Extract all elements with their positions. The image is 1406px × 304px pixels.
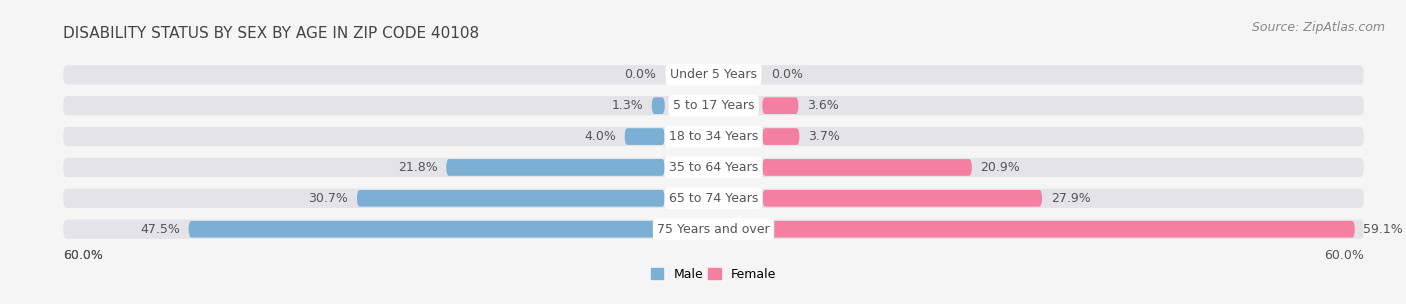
Text: 3.6%: 3.6% <box>807 99 839 112</box>
FancyBboxPatch shape <box>624 128 665 145</box>
FancyBboxPatch shape <box>63 65 1364 85</box>
Legend: Male, Female: Male, Female <box>645 263 782 286</box>
Text: 20.9%: 20.9% <box>980 161 1021 174</box>
Text: 4.0%: 4.0% <box>583 130 616 143</box>
FancyBboxPatch shape <box>188 221 665 237</box>
Text: 27.9%: 27.9% <box>1050 192 1091 205</box>
Text: DISABILITY STATUS BY SEX BY AGE IN ZIP CODE 40108: DISABILITY STATUS BY SEX BY AGE IN ZIP C… <box>63 26 479 41</box>
FancyBboxPatch shape <box>652 97 665 114</box>
Text: 1.3%: 1.3% <box>612 99 643 112</box>
FancyBboxPatch shape <box>762 97 799 114</box>
Text: 30.7%: 30.7% <box>308 192 349 205</box>
FancyBboxPatch shape <box>63 96 1364 115</box>
FancyBboxPatch shape <box>762 159 972 176</box>
Text: Source: ZipAtlas.com: Source: ZipAtlas.com <box>1251 21 1385 34</box>
FancyBboxPatch shape <box>762 190 1042 207</box>
Text: Under 5 Years: Under 5 Years <box>671 68 756 81</box>
Text: 0.0%: 0.0% <box>624 68 657 81</box>
Text: 18 to 34 Years: 18 to 34 Years <box>669 130 758 143</box>
Text: 59.1%: 59.1% <box>1364 223 1403 236</box>
Text: 21.8%: 21.8% <box>398 161 437 174</box>
Text: 0.0%: 0.0% <box>770 68 803 81</box>
FancyBboxPatch shape <box>63 158 1364 177</box>
Text: 65 to 74 Years: 65 to 74 Years <box>669 192 758 205</box>
Text: 3.7%: 3.7% <box>808 130 839 143</box>
FancyBboxPatch shape <box>446 159 665 176</box>
Text: 5 to 17 Years: 5 to 17 Years <box>673 99 754 112</box>
FancyBboxPatch shape <box>762 221 1355 237</box>
Text: 75 Years and over: 75 Years and over <box>657 223 770 236</box>
Text: 35 to 64 Years: 35 to 64 Years <box>669 161 758 174</box>
FancyBboxPatch shape <box>63 219 1364 239</box>
FancyBboxPatch shape <box>357 190 665 207</box>
FancyBboxPatch shape <box>762 128 800 145</box>
Text: 60.0%: 60.0% <box>63 249 103 262</box>
FancyBboxPatch shape <box>63 127 1364 146</box>
Text: 60.0%: 60.0% <box>1324 249 1364 262</box>
FancyBboxPatch shape <box>63 189 1364 208</box>
Text: 47.5%: 47.5% <box>141 223 180 236</box>
Text: 60.0%: 60.0% <box>63 249 103 262</box>
